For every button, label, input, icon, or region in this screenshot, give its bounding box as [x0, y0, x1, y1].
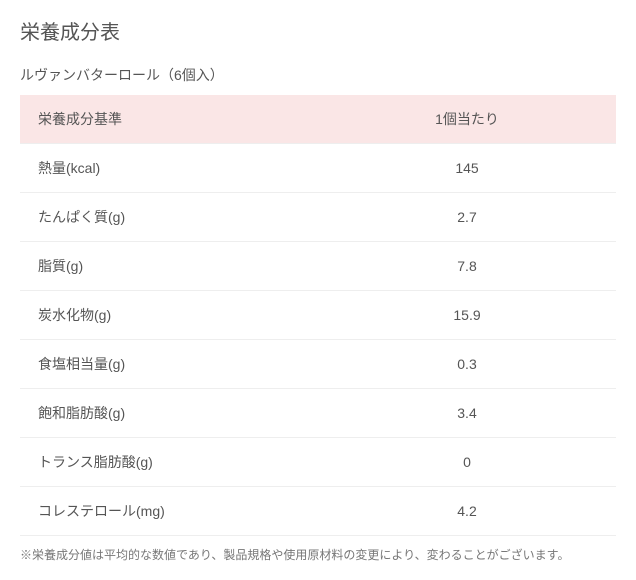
table-row: 熱量(kcal)145 [20, 144, 616, 193]
table-row: 食塩相当量(g)0.3 [20, 340, 616, 389]
row-value: 15.9 [318, 291, 616, 340]
row-value: 4.2 [318, 487, 616, 536]
row-label: 食塩相当量(g) [20, 340, 318, 389]
row-value: 3.4 [318, 389, 616, 438]
row-value: 0.3 [318, 340, 616, 389]
header-col-label: 栄養成分基準 [20, 95, 318, 144]
page-title: 栄養成分表 [20, 16, 616, 45]
row-label: 熱量(kcal) [20, 144, 318, 193]
row-label: 脂質(g) [20, 242, 318, 291]
row-value: 2.7 [318, 193, 616, 242]
table-body: 熱量(kcal)145たんぱく質(g)2.7脂質(g)7.8炭水化物(g)15.… [20, 144, 616, 536]
header-col-value: 1個当たり [318, 95, 616, 144]
nutrition-table: 栄養成分基準 1個当たり 熱量(kcal)145たんぱく質(g)2.7脂質(g)… [20, 95, 616, 536]
footnote: ※栄養成分値は平均的な数値であり、製品規格や使用原材料の変更により、変わることが… [20, 546, 616, 564]
row-label: トランス脂肪酸(g) [20, 438, 318, 487]
table-row: 脂質(g)7.8 [20, 242, 616, 291]
row-value: 145 [318, 144, 616, 193]
table-row: トランス脂肪酸(g)0 [20, 438, 616, 487]
table-header-row: 栄養成分基準 1個当たり [20, 95, 616, 144]
table-row: 炭水化物(g)15.9 [20, 291, 616, 340]
table-row: コレステロール(mg)4.2 [20, 487, 616, 536]
table-row: たんぱく質(g)2.7 [20, 193, 616, 242]
product-name: ルヴァンバターロール（6個入） [20, 65, 616, 85]
row-label: たんぱく質(g) [20, 193, 318, 242]
row-value: 0 [318, 438, 616, 487]
row-label: コレステロール(mg) [20, 487, 318, 536]
row-value: 7.8 [318, 242, 616, 291]
table-row: 飽和脂肪酸(g)3.4 [20, 389, 616, 438]
row-label: 炭水化物(g) [20, 291, 318, 340]
row-label: 飽和脂肪酸(g) [20, 389, 318, 438]
